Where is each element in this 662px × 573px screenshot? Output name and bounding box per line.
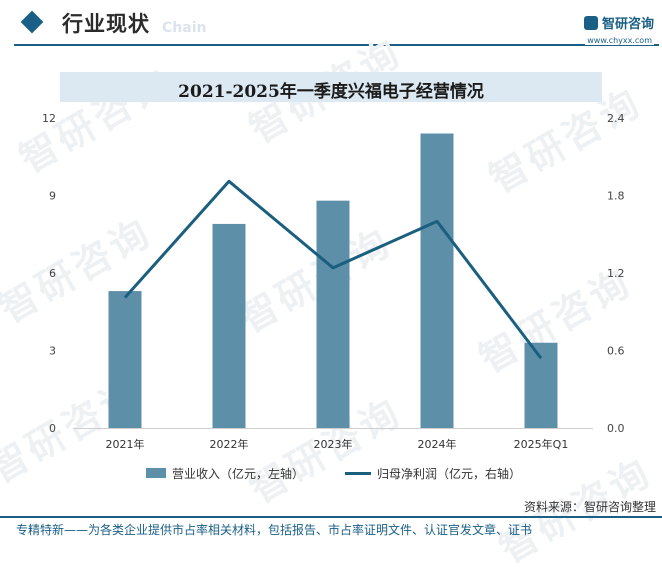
line-net-profit — [123, 179, 543, 360]
brand-name: 智研咨询 — [601, 17, 654, 32]
x-tick-label: 2024年 — [418, 437, 457, 451]
brand-logo: 智研咨询 — [583, 13, 654, 32]
legend-line-swatch — [345, 472, 371, 475]
section-header: 行业现状 Chain 智研咨询 www.chyxx.com — [0, 0, 662, 52]
diamond-icon — [20, 10, 44, 34]
chart-title: 2021-2025年一季度兴福电子经营情况 — [178, 82, 484, 102]
x-tick-label: 2025年Q1 — [514, 437, 569, 451]
bar-revenue — [524, 342, 558, 428]
y-left-tick-label: 0 — [49, 422, 56, 435]
y-right-tick-label: 2.4 — [607, 112, 625, 125]
logo-icon — [583, 16, 598, 30]
x-tick-label: 2021年 — [106, 437, 145, 451]
y-left-tick-label: 12 — [42, 112, 56, 125]
y-left-tick-label: 9 — [49, 190, 56, 203]
x-tick-label: 2022年 — [210, 437, 249, 451]
y-right-tick-label: 0.6 — [607, 345, 625, 358]
footer-divider — [0, 516, 662, 518]
section-title-en: Chain — [162, 20, 207, 36]
header-divider — [14, 44, 659, 46]
y-right-tick-label: 1.2 — [607, 267, 625, 280]
bar-revenue — [108, 291, 142, 428]
bar-revenue — [212, 223, 246, 428]
legend-bar-label: 营业收入（亿元，左轴） — [172, 467, 305, 481]
brand-url: www.chyxx.com — [585, 36, 654, 45]
footer-text: 专精特新——为各类企业提供市占率相关材料，包括报告、市占率证明文件、认证官发文章… — [16, 523, 533, 537]
y-right-tick-label: 1.8 — [607, 190, 625, 203]
combo-chart: 0 3 6 9 12 0.0 0.6 1.2 1.8 2.4 2021年 2022年 2023年 2024… — [42, 112, 625, 451]
section-title: 行业现状 — [62, 12, 150, 36]
y-right-tick-label: 0.0 — [607, 422, 625, 435]
y-left-tick-label: 3 — [49, 345, 56, 358]
bar-revenue — [420, 133, 454, 428]
bar-revenue — [316, 200, 350, 428]
chart-legend: 营业收入（亿元，左轴） 归母净利润（亿元，右轴） — [0, 463, 662, 483]
legend-line-label: 归母净利润（亿元，右轴） — [377, 467, 522, 481]
chart-title-bar: 2021-2025年一季度兴福电子经营情况 — [60, 72, 602, 102]
y-left-tick-label: 6 — [49, 267, 56, 280]
x-tick-label: 2023年 — [314, 437, 353, 451]
source-note: 资料来源：智研咨询整理 — [523, 500, 656, 514]
legend-bar-swatch — [146, 468, 166, 478]
